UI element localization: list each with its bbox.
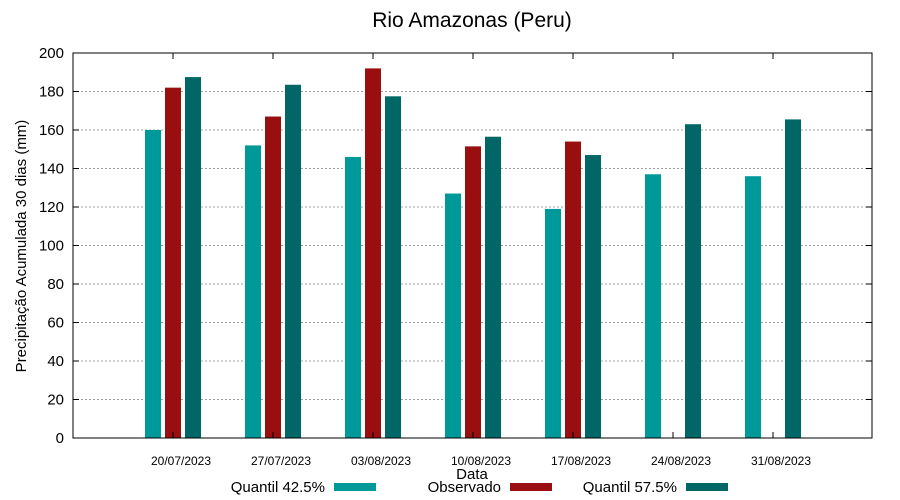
bar-quantil-57-5--3: [485, 136, 501, 439]
y-tick-label: 40: [47, 353, 64, 370]
y-tick-label: 0: [56, 430, 64, 447]
bar-observado-1: [265, 116, 281, 439]
y-tick-label: 60: [47, 315, 64, 332]
legend: Quantil 42.5% Observado Quantil 57.5%: [231, 479, 728, 496]
x-axis-label: Data: [456, 466, 488, 483]
bar-quantil-42-5--0: [145, 130, 161, 438]
bar-quantil-42-5--4: [545, 208, 561, 438]
x-tick-label: 10/08/2023: [451, 454, 511, 468]
bar-quantil-42-5--2: [345, 156, 361, 438]
bar-observado-0: [165, 87, 181, 439]
bar-observado-3: [465, 146, 481, 439]
legend-label: Quantil 42.5%: [231, 479, 325, 496]
bar-observado-4: [565, 141, 581, 439]
bar-quantil-57-5--4: [585, 155, 601, 438]
x-tick-label: 27/07/2023: [251, 454, 311, 468]
bar-quantil-57-5--2: [385, 96, 401, 438]
bar-quantil-57-5--5: [685, 124, 701, 438]
chart-title: Rio Amazonas (Peru): [372, 9, 572, 32]
grid-layer: [73, 91, 872, 400]
y-tick-label: 200: [39, 45, 64, 62]
legend-label: Quantil 57.5%: [583, 479, 677, 496]
y-tick-label: 120: [39, 199, 64, 216]
x-axis-ticks: 20/07/2023 27/07/2023 03/08/2023 10/08/2023…: [151, 53, 811, 468]
bar-quantil-42-5--3: [445, 193, 461, 438]
bar-quantil-42-5--1: [245, 145, 261, 438]
bar-quantil-42-5--6: [745, 176, 761, 438]
bar-quantil-57-5--0: [185, 77, 201, 438]
x-tick-label: 20/07/2023: [151, 454, 211, 468]
bar-observado-2: [365, 68, 381, 439]
y-tick-label: 140: [39, 161, 64, 178]
y-tick-label: 180: [39, 84, 64, 101]
y-tick-label: 100: [39, 238, 64, 255]
bar-layer: [145, 68, 801, 439]
legend-swatch: [510, 483, 552, 491]
x-tick-label: 17/08/2023: [551, 454, 611, 468]
y-tick-label: 20: [47, 392, 64, 409]
x-tick-label: 03/08/2023: [351, 454, 411, 468]
y-tick-label: 80: [47, 276, 64, 293]
y-axis-ticks: 0 20 40 60 80 100 120 140 160 180 200: [39, 45, 872, 447]
x-tick-label: 31/08/2023: [751, 454, 811, 468]
legend-swatch: [334, 483, 376, 491]
bar-quantil-42-5--5: [645, 174, 661, 438]
legend-swatch: [686, 483, 728, 491]
y-tick-label: 160: [39, 122, 64, 139]
bar-quantil-57-5--1: [285, 84, 301, 438]
x-tick-label: 24/08/2023: [651, 454, 711, 468]
legend-label: Observado: [428, 479, 501, 496]
y-axis-label: Precipitação Acumulada 30 dias (mm): [13, 120, 30, 373]
bar-quantil-57-5--6: [785, 119, 801, 438]
